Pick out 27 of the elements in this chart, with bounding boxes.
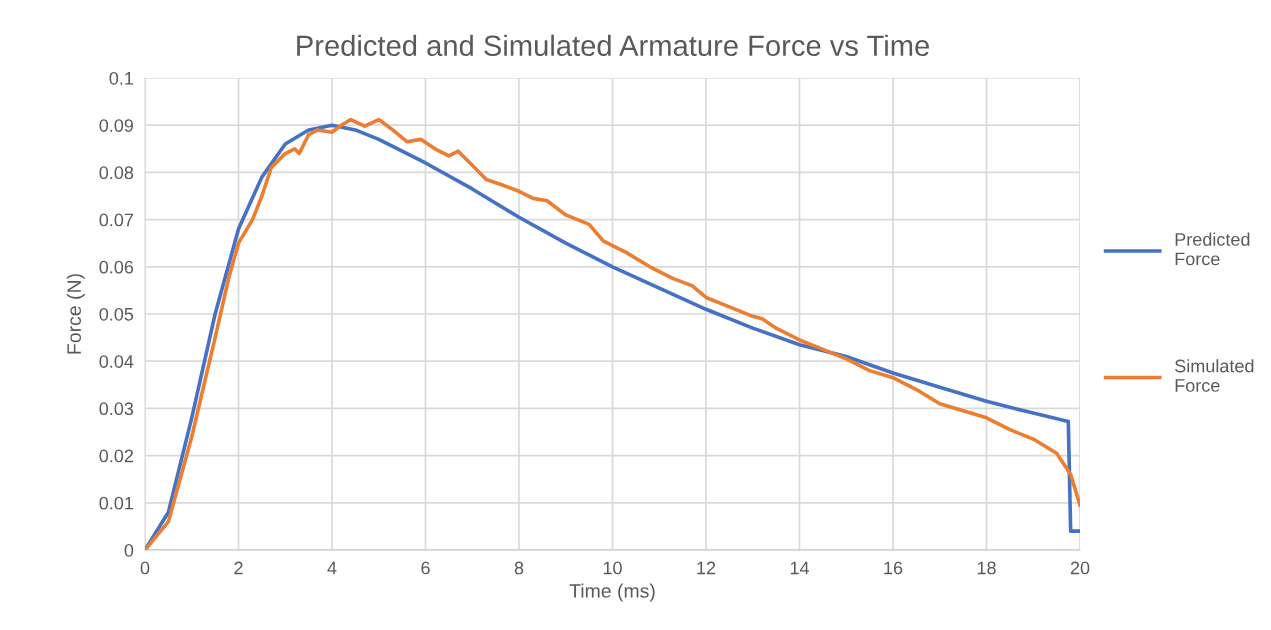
legend-label: Simulated Force <box>1175 359 1254 392</box>
chart-title: Predicted and Simulated Armature Force vs Time <box>297 34 929 57</box>
y-tick-label: 0.02 <box>99 449 133 463</box>
y-tick-label: 0.04 <box>99 355 134 368</box>
y-axis-title: Force (N) <box>66 274 85 354</box>
x-tick-label: 10 <box>603 561 622 575</box>
y-tick-label: 0.09 <box>99 119 134 132</box>
x-tick-label: 6 <box>421 561 430 575</box>
x-tick-label: 8 <box>514 561 524 575</box>
x-tick-label: 18 <box>977 561 996 575</box>
x-tick-label: 4 <box>327 561 337 575</box>
legend-label: Predicted Force <box>1175 232 1250 266</box>
y-tick-label: 0.06 <box>99 260 134 274</box>
y-tick-label: 0.07 <box>99 213 133 227</box>
x-tick-label: 0 <box>140 561 150 575</box>
x-tick-label: 2 <box>234 561 243 575</box>
y-tick-label: 0.08 <box>99 166 134 180</box>
x-tick-label: 12 <box>697 561 716 575</box>
x-tick-label: 14 <box>790 561 810 575</box>
y-tick-label: 0.03 <box>99 402 134 416</box>
x-tick-label: 16 <box>884 561 903 575</box>
y-tick-label: 0.05 <box>99 307 134 321</box>
x-axis-title: Time (ms) <box>569 583 655 602</box>
y-tick-label: 0 <box>124 543 134 557</box>
y-tick-label: 0.1 <box>109 71 134 85</box>
y-tick-label: 0.01 <box>99 496 134 510</box>
x-tick-label: 20 <box>1070 561 1090 575</box>
